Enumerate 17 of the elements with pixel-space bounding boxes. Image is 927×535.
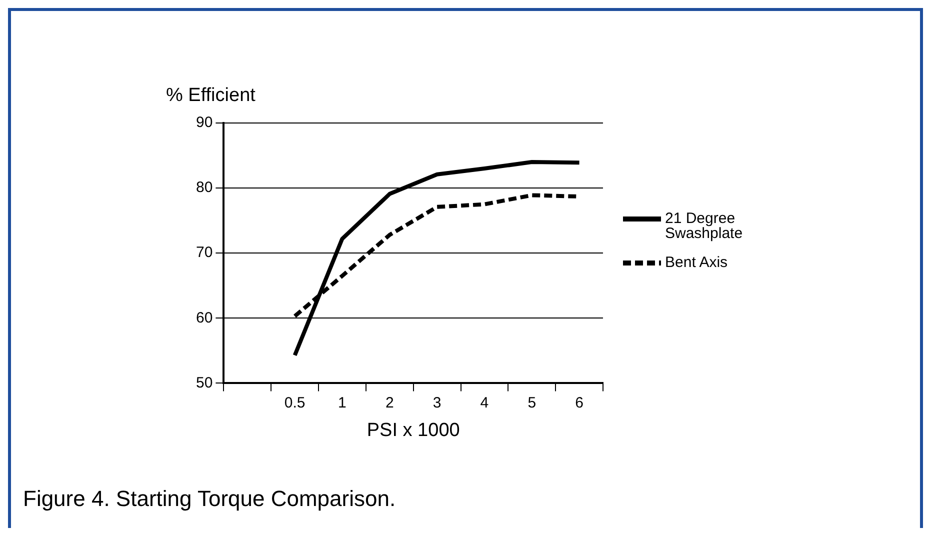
x-tick-label: 4 (480, 394, 489, 412)
x-tick-label: 5 (528, 394, 536, 412)
y-tick-label: 80 (196, 179, 213, 196)
x-tick-label: 0.5 (284, 394, 306, 412)
x-tick-label: 1 (338, 394, 346, 412)
x-tick-label: 3 (432, 394, 442, 412)
caption: Figure 4. Starting Torque Comparison. (23, 486, 396, 512)
y-tick-label: 50 (196, 374, 213, 392)
y-axis-title: % Efficient (166, 85, 256, 107)
legend-label: Bent Axis (665, 254, 729, 271)
y-tick-label: 90 (196, 114, 213, 132)
x-tick-label: 6 (575, 394, 584, 412)
x-tick-label: 2 (385, 394, 394, 412)
x-axis-title: PSI x 1000 (366, 420, 460, 441)
y-tick-label: 70 (196, 244, 213, 262)
legend-label: 21 Degree Swashplate (665, 210, 744, 242)
y-tick-label: 60 (196, 309, 213, 326)
